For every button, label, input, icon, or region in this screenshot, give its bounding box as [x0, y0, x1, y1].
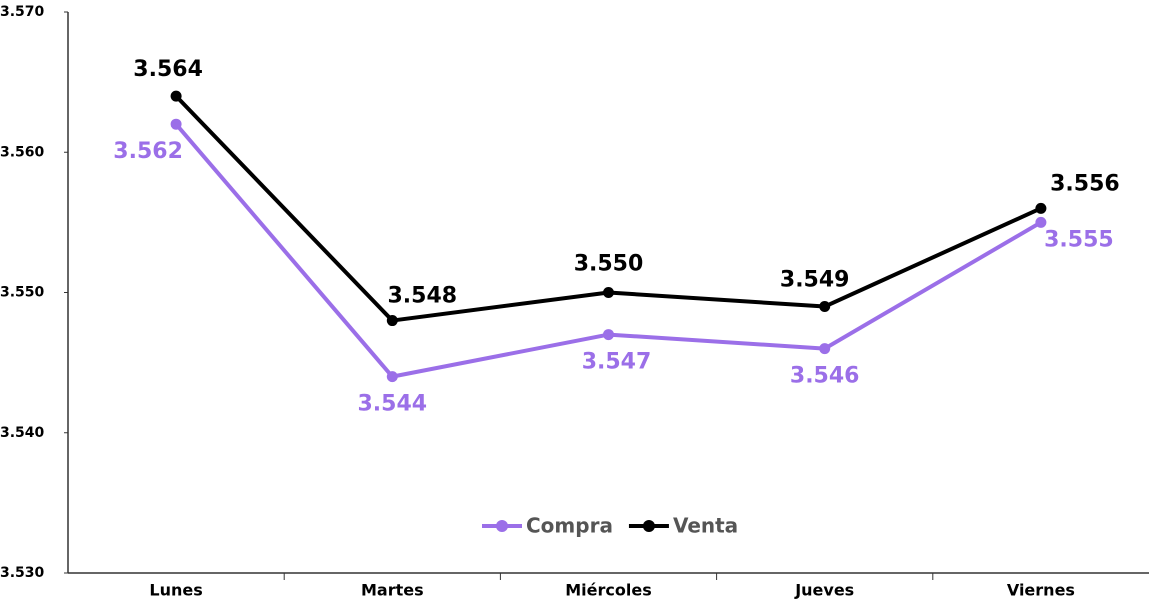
legend-label: Compra	[526, 514, 613, 538]
x-tick-label: Viernes	[1007, 581, 1075, 600]
series-line	[174, 94, 1042, 323]
point	[170, 90, 182, 102]
data-label: 3.564	[133, 57, 203, 82]
data-label: 3.548	[388, 284, 458, 309]
legend-label: Venta	[673, 514, 738, 538]
data-label: 3.549	[780, 268, 850, 293]
point	[819, 343, 831, 355]
x-tick-label: Miércoles	[565, 581, 651, 600]
point	[603, 329, 614, 341]
data-label: 3.556	[1050, 171, 1120, 196]
point	[1035, 202, 1047, 214]
data-label: 3.547	[582, 350, 652, 375]
legend-marker	[642, 520, 655, 532]
point	[170, 118, 182, 130]
x-tick-label: Jueves	[794, 581, 854, 600]
y-tick-label: 3.570	[0, 4, 45, 20]
data-label: 3.544	[358, 392, 428, 417]
y-tick-label: 3.560	[0, 144, 45, 160]
point	[386, 371, 398, 383]
y-tick-label: 3.540	[0, 425, 45, 441]
point	[386, 315, 398, 327]
x-tick-label: Martes	[361, 581, 424, 600]
data-label: 3.562	[113, 139, 183, 164]
data-label: 3.555	[1044, 227, 1114, 252]
y-tick-label: 3.550	[0, 285, 45, 301]
x-tick-label: Lunes	[149, 581, 202, 600]
point	[819, 301, 831, 313]
data-label: 3.550	[574, 252, 644, 277]
y-tick-label: 3.530	[0, 565, 45, 581]
data-label: 3.546	[790, 364, 860, 389]
legend-marker	[496, 520, 508, 532]
point	[1035, 216, 1047, 228]
point	[603, 287, 614, 298]
